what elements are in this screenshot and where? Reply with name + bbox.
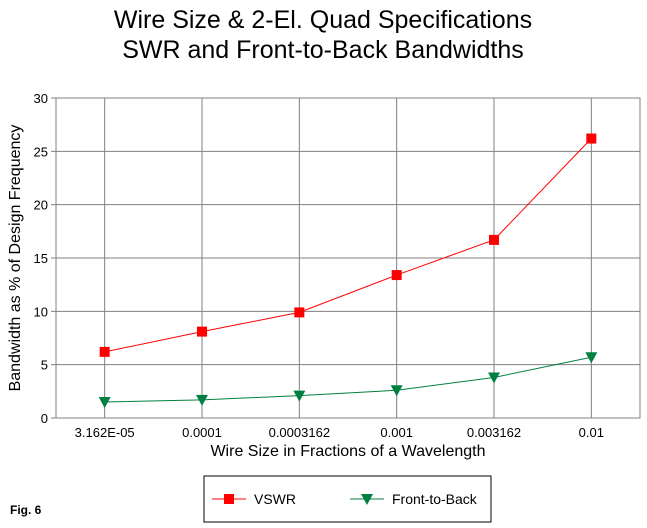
y-tick-label: 30 (34, 91, 48, 106)
y-tick-label: 20 (34, 198, 48, 213)
legend-label-vswr: VSWR (254, 491, 296, 507)
data-point-vswr (294, 307, 305, 318)
y-tick-label: 25 (34, 144, 48, 159)
data-point-vswr (489, 234, 499, 245)
series-group (98, 133, 598, 408)
data-point-vswr (586, 133, 597, 144)
data-point-front-to-back (293, 390, 306, 402)
legend-marker-vswr (224, 494, 234, 504)
y-tick-label: 0 (41, 411, 48, 426)
data-point-front-to-back (585, 352, 598, 364)
x-tick-label: 0.001 (380, 425, 413, 440)
data-point-vswr (391, 270, 402, 281)
x-axis-title: Wire Size in Fractions of a Wavelength (210, 443, 485, 460)
legend-box (203, 475, 492, 523)
y-axis-ticks: 0 5 10 15 20 25 30 (34, 91, 56, 426)
data-point-vswr (99, 346, 110, 357)
data-point-front-to-back (390, 385, 403, 397)
chart-title-line-1: Wire Size & 2-El. Quad Specifications (114, 6, 532, 34)
x-tick-label: 0.0003162 (269, 425, 330, 440)
data-point-front-to-back (488, 372, 500, 384)
series-line-front-to-back (104, 356, 592, 403)
data-point-vswr (197, 326, 207, 337)
chart-title-line-2: SWR and Front-to-Back Bandwidths (122, 36, 524, 64)
legend: VSWR Front-to-Back (203, 475, 492, 523)
x-axis-ticks: 3.162E-05 0.0001 0.0003162 0.001 0.003162 0.0… (75, 425, 604, 440)
x-tick-label: 3.162E-05 (75, 425, 135, 440)
data-point-front-to-back (196, 394, 208, 406)
x-tick-label: 0.003162 (467, 425, 521, 440)
y-axis-title: Bandwidth as % of Design Frequency (7, 125, 24, 392)
y-tick-label: 10 (34, 304, 48, 319)
legend-marker-front-to-back (361, 494, 373, 505)
y-tick-label: 5 (41, 358, 48, 373)
data-point-front-to-back (98, 397, 111, 408)
legend-label-front-to-back: Front-to-Back (392, 491, 478, 507)
gridlines (56, 97, 640, 419)
figure-label: Fig. 6 (10, 503, 42, 517)
x-tick-label: 0.0001 (182, 425, 222, 440)
series-line-vswr (104, 138, 592, 353)
y-tick-label: 15 (34, 251, 48, 266)
x-tick-label: 0.01 (579, 425, 604, 440)
